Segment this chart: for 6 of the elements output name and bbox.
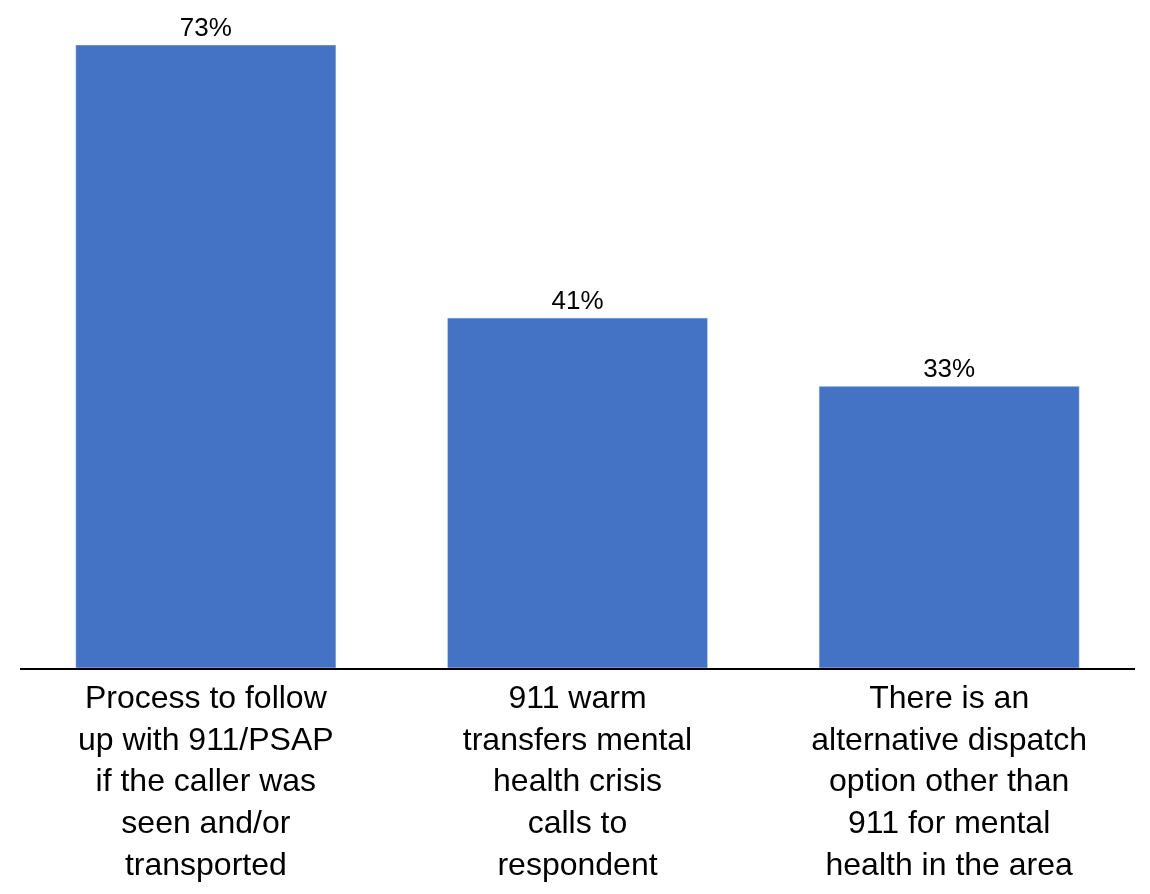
data-label: 33% (923, 353, 976, 384)
x-tick-label: 911 warm transfers mental health crisis calls to respondent (462, 679, 693, 882)
x-tick-label: Process to follow up with 911/PSAP if the caller was seen and/or transported (78, 679, 334, 882)
x-tick-label: There is an alternative dispatch option other than 911 for mental health in the area (811, 679, 1088, 882)
data-label: 41% (551, 285, 604, 316)
data-label: 73% (179, 12, 232, 42)
